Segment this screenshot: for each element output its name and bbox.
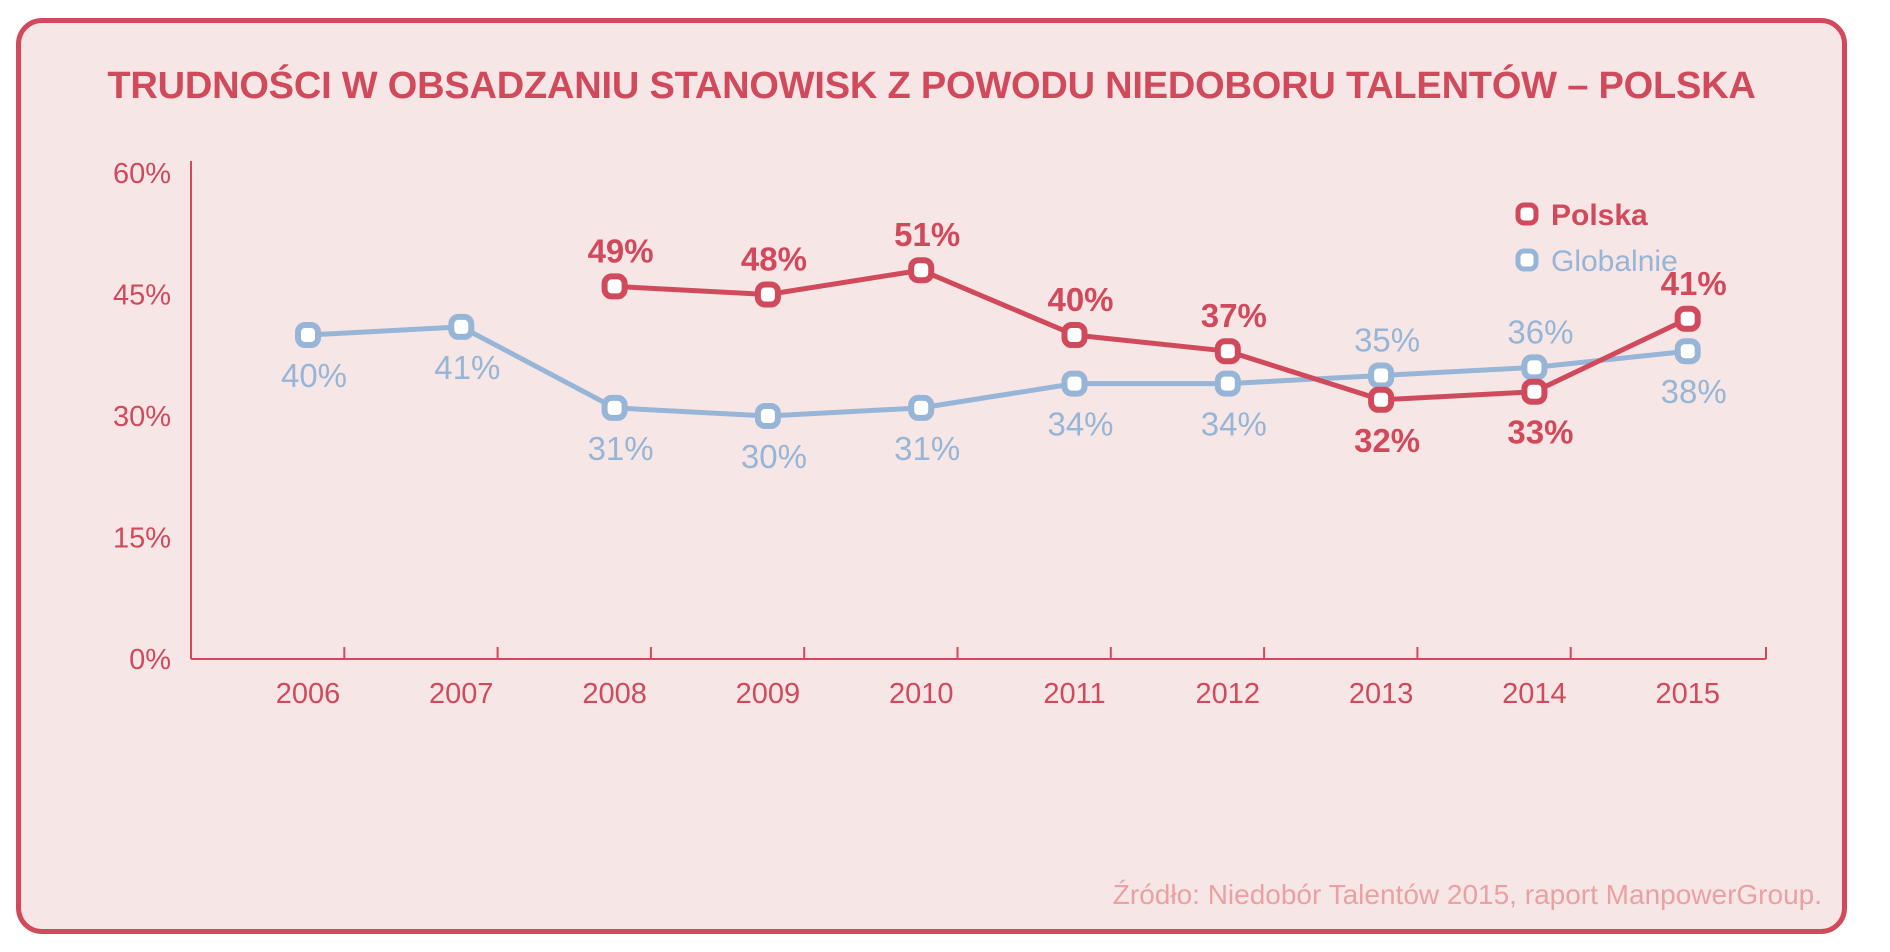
data-point-polska (1368, 386, 1395, 413)
x-tick-label: 2008 (582, 678, 647, 710)
y-tick-label: 15% (113, 523, 171, 555)
legend: Polska Globalnie (1515, 199, 1678, 278)
data-label-globalnie: 35% (1354, 322, 1420, 359)
data-label-polska: 49% (588, 232, 654, 269)
x-tick-label: 2007 (429, 678, 494, 710)
chart-title: TRUDNOŚCI W OBSADZANIU STANOWISK Z POWOD… (107, 65, 1756, 107)
data-point-polska (1061, 322, 1088, 348)
legend-label-globalnie: Globalnie (1551, 245, 1678, 278)
chart-card: TRUDNOŚCI W OBSADZANIU STANOWISK Z POWOD… (16, 18, 1847, 934)
data-point-globalnie (1521, 354, 1548, 381)
legend-label-polska: Polska (1551, 199, 1648, 232)
y-tick-label: 30% (113, 401, 171, 433)
data-point-polska (1674, 305, 1701, 332)
data-point-globalnie (1368, 362, 1395, 389)
x-tick-label: 2015 (1655, 678, 1720, 710)
data-point-globalnie (1674, 338, 1701, 365)
data-label-globalnie: 34% (1201, 406, 1267, 443)
data-label-globalnie: 41% (434, 349, 500, 386)
data-point-globalnie (1061, 370, 1088, 397)
data-point-polska (1214, 338, 1241, 365)
line-chart: 0% 15% 30% 45% 60% 2006 2007 2008 2009 2010 2011 20… (113, 158, 1767, 710)
data-label-globalnie: 34% (1047, 406, 1113, 443)
data-label-globalnie: 38% (1661, 373, 1727, 410)
data-point-globalnie (448, 313, 475, 340)
x-tick-label: 2013 (1349, 678, 1414, 710)
y-tick-label: 60% (113, 158, 171, 190)
series-line-polska (612, 267, 1691, 403)
x-tick-label: 2012 (1196, 678, 1261, 710)
y-tick-label: 0% (129, 644, 171, 676)
data-point-globalnie (1214, 370, 1241, 397)
data-label-polska: 40% (1047, 281, 1113, 318)
data-point-globalnie (908, 394, 935, 421)
axes: 0% 15% 30% 45% 60% 2006 2007 2008 2009 2010 2011 20… (113, 158, 1767, 710)
x-tick-label: 2009 (736, 678, 801, 710)
data-label-polska: 33% (1507, 414, 1573, 451)
legend-marker-globalnie (1515, 248, 1539, 272)
series-layer (295, 257, 1701, 429)
legend-marker-polska (1515, 202, 1539, 226)
source-note: Źródło: Niedobór Talentów 2015, raport M… (1112, 879, 1822, 910)
data-label-polska: 41% (1661, 265, 1727, 302)
data-label-globalnie: 31% (894, 430, 960, 467)
data-label-polska: 48% (741, 241, 807, 278)
x-tick-label: 2006 (276, 678, 341, 710)
y-tick-label: 45% (113, 280, 171, 312)
x-tick-label: 2011 (1043, 678, 1105, 710)
series-line-globalnie (305, 324, 1691, 419)
data-point-polska (908, 257, 935, 284)
data-point-globalnie (295, 322, 321, 348)
data-label-polska: 51% (894, 216, 960, 253)
data-point-polska (601, 273, 628, 300)
data-label-globalnie: 36% (1507, 313, 1573, 350)
data-label-polska: 37% (1201, 297, 1267, 334)
data-label-globalnie: 40% (281, 357, 347, 394)
data-point-polska (1521, 378, 1548, 405)
data-point-globalnie (754, 403, 781, 429)
data-labels: 40% 41% 31% 30% 31% 34% 34% 35% 36% 38% 49% 48% 51% 4… (281, 216, 1727, 475)
data-label-globalnie: 31% (588, 430, 654, 467)
x-tick-label: 2010 (889, 678, 954, 710)
data-label-polska: 32% (1354, 422, 1420, 459)
data-point-polska (754, 281, 781, 308)
data-label-globalnie: 30% (741, 438, 807, 475)
data-point-globalnie (601, 394, 628, 421)
x-tick-label: 2014 (1502, 678, 1567, 710)
